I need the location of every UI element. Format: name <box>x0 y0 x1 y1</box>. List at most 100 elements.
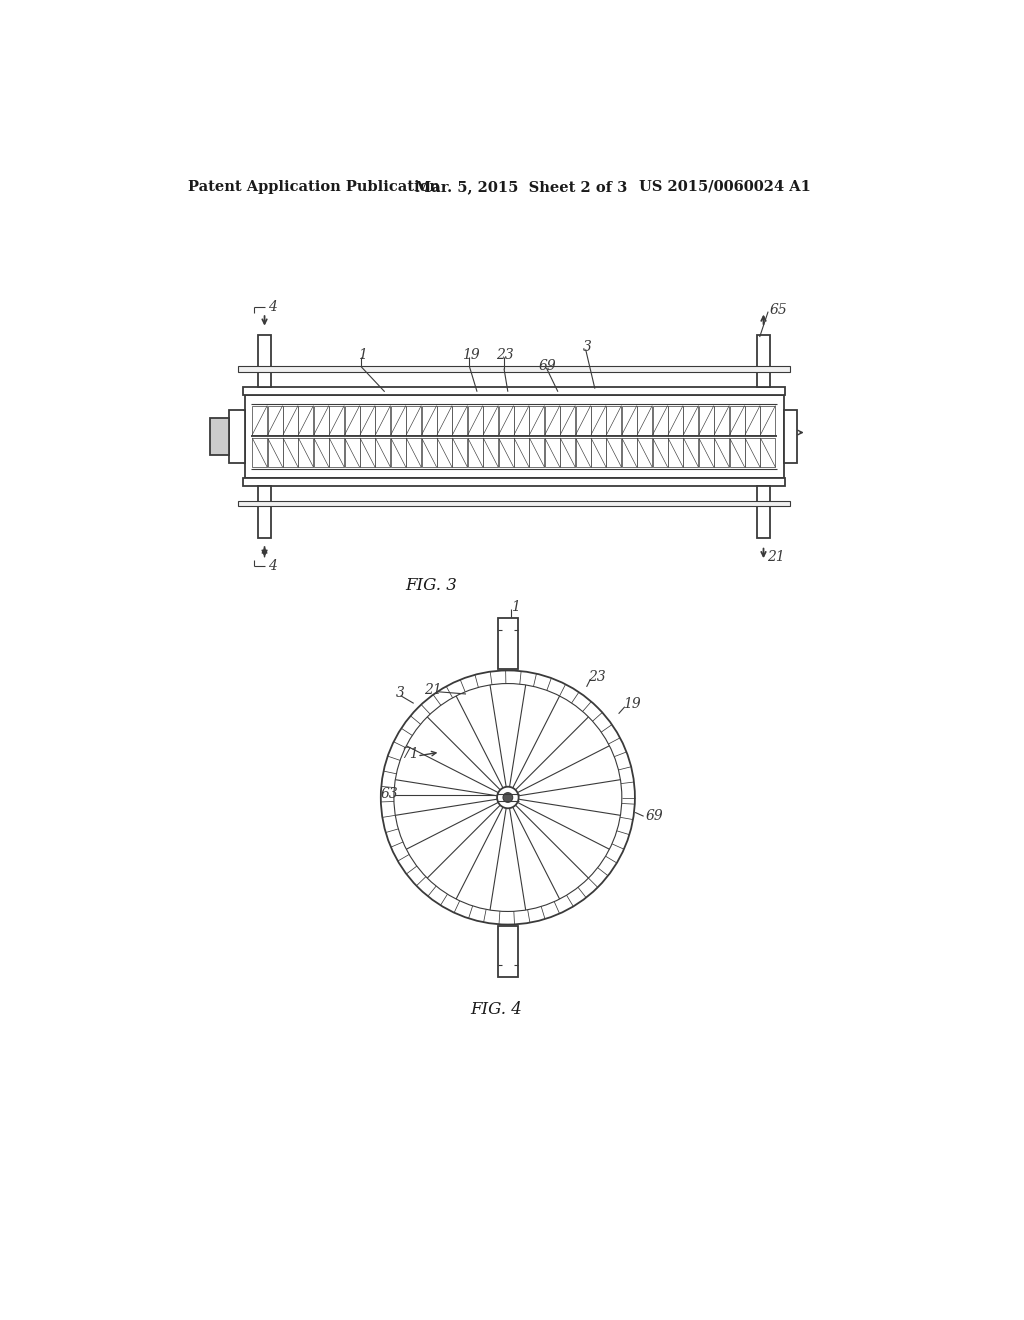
Bar <box>758 335 770 387</box>
Bar <box>210 418 229 454</box>
Text: US 2015/0060024 A1: US 2015/0060024 A1 <box>639 180 811 194</box>
Bar <box>714 438 729 467</box>
Bar <box>637 405 652 434</box>
Bar <box>468 438 483 467</box>
Bar <box>668 405 683 434</box>
Bar <box>498 618 518 669</box>
Text: 1: 1 <box>357 347 367 362</box>
Bar <box>407 405 421 434</box>
Bar <box>758 486 770 539</box>
Bar <box>745 438 760 467</box>
Bar <box>761 438 775 467</box>
Bar <box>258 486 270 539</box>
Bar <box>437 438 452 467</box>
Bar <box>453 405 467 434</box>
Bar <box>529 438 545 467</box>
Bar <box>606 438 622 467</box>
Text: 3: 3 <box>396 686 404 701</box>
Bar <box>345 405 359 434</box>
Bar <box>298 405 313 434</box>
Text: 69: 69 <box>645 809 663 824</box>
Bar <box>668 438 683 467</box>
Bar <box>422 405 436 434</box>
Bar <box>376 405 390 434</box>
Bar <box>606 405 622 434</box>
Text: 23: 23 <box>497 347 514 362</box>
Bar <box>652 438 668 467</box>
Bar <box>575 405 591 434</box>
Circle shape <box>497 787 518 808</box>
Bar <box>360 438 375 467</box>
Text: 21: 21 <box>767 550 785 564</box>
Bar <box>545 405 560 434</box>
Bar <box>652 405 668 434</box>
Text: FIG. 3: FIG. 3 <box>404 577 457 594</box>
Bar <box>730 438 744 467</box>
Bar <box>391 438 406 467</box>
Text: 4: 4 <box>267 558 276 573</box>
Text: FIG. 4: FIG. 4 <box>470 1001 522 1018</box>
Bar <box>560 438 575 467</box>
Bar <box>730 405 744 434</box>
Text: Patent Application Publication: Patent Application Publication <box>188 180 440 194</box>
Bar <box>560 405 575 434</box>
Text: 65: 65 <box>770 304 787 317</box>
Bar <box>637 438 652 467</box>
Text: 69: 69 <box>539 359 556 372</box>
Bar <box>575 438 591 467</box>
Text: 23: 23 <box>588 669 606 684</box>
Bar <box>498 927 518 977</box>
Text: 63: 63 <box>381 787 398 801</box>
Bar <box>591 405 606 434</box>
Bar <box>239 367 790 372</box>
Bar <box>483 438 499 467</box>
Bar <box>422 438 436 467</box>
Bar <box>683 405 698 434</box>
Text: 4: 4 <box>267 300 276 314</box>
Bar <box>239 502 790 507</box>
Bar <box>243 387 785 395</box>
Bar <box>245 395 783 478</box>
Bar <box>313 438 329 467</box>
Bar <box>298 438 313 467</box>
Bar <box>683 438 698 467</box>
Text: 21: 21 <box>424 684 441 697</box>
Bar <box>514 438 529 467</box>
Text: 19: 19 <box>462 347 479 362</box>
Bar <box>330 438 344 467</box>
Bar <box>622 405 637 434</box>
Bar <box>252 405 267 434</box>
Bar <box>437 405 452 434</box>
Bar <box>267 405 283 434</box>
Text: 1: 1 <box>511 599 520 614</box>
Bar <box>499 405 514 434</box>
Bar <box>622 438 637 467</box>
Bar <box>283 438 298 467</box>
Bar <box>407 438 421 467</box>
Bar <box>745 405 760 434</box>
Bar <box>499 438 514 467</box>
Bar <box>698 405 714 434</box>
Bar <box>313 405 329 434</box>
Bar <box>453 438 467 467</box>
Bar <box>761 405 775 434</box>
Bar <box>283 405 298 434</box>
Bar <box>698 438 714 467</box>
Bar <box>514 405 529 434</box>
Text: 71: 71 <box>401 747 420 762</box>
Bar <box>258 335 270 387</box>
Bar <box>345 438 359 467</box>
Text: Mar. 5, 2015  Sheet 2 of 3: Mar. 5, 2015 Sheet 2 of 3 <box>416 180 628 194</box>
Bar <box>360 405 375 434</box>
Text: 3: 3 <box>584 341 592 354</box>
Circle shape <box>503 792 513 803</box>
Bar <box>391 405 406 434</box>
Bar <box>229 409 245 463</box>
Bar <box>252 438 267 467</box>
Bar <box>714 405 729 434</box>
Bar <box>783 409 798 463</box>
Bar <box>591 438 606 467</box>
Bar <box>483 405 499 434</box>
Bar <box>376 438 390 467</box>
Bar <box>468 405 483 434</box>
